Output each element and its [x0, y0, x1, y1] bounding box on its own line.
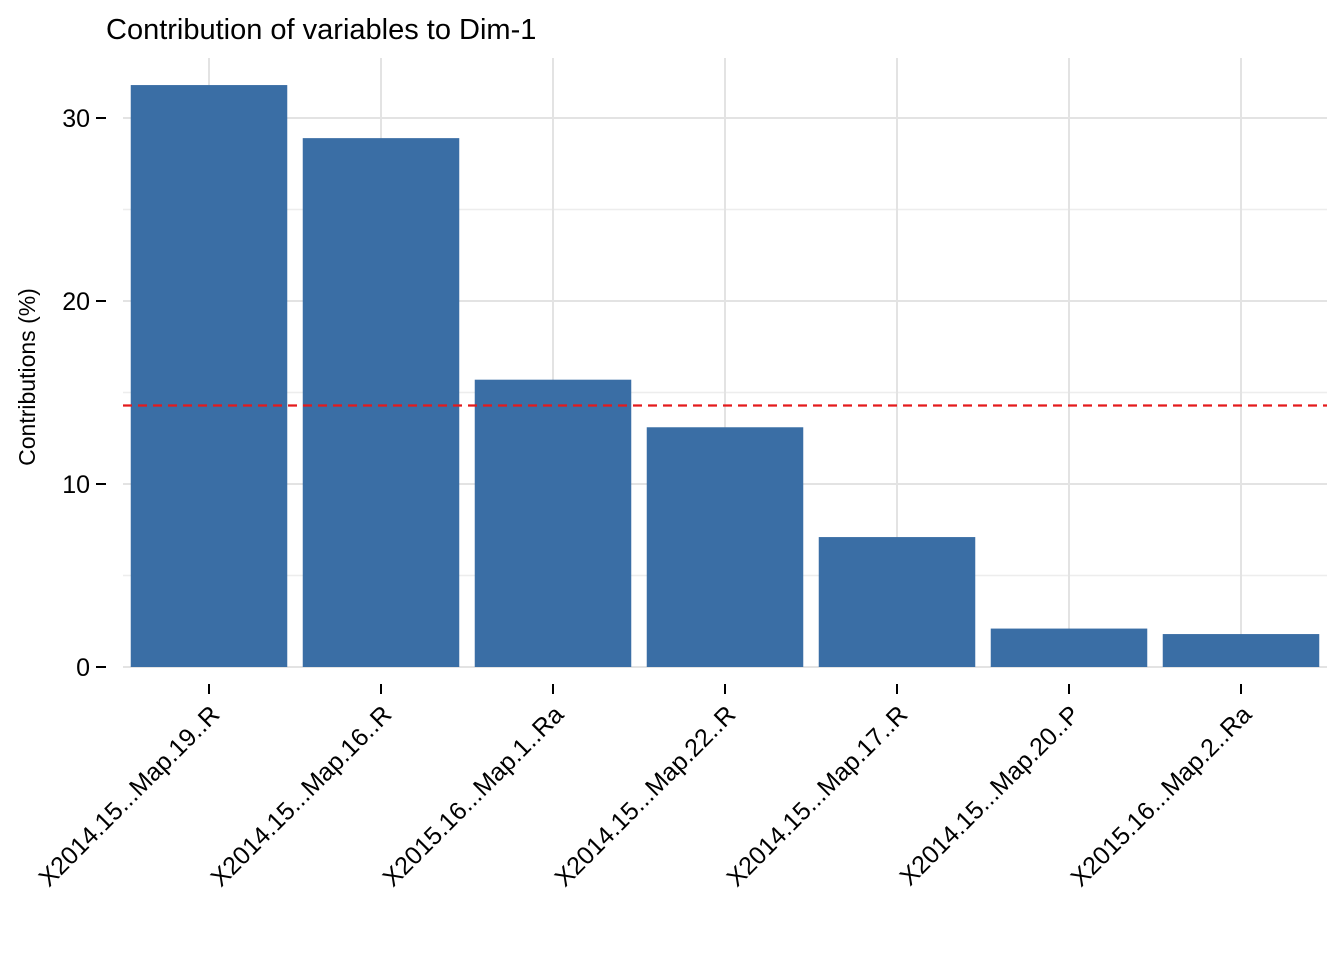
bars-layer	[130, 85, 1320, 667]
x-tick-label: X2014.15...Map.17..R	[721, 700, 913, 892]
x-tick-label: X2015.16...Map.1..Ra	[377, 700, 569, 892]
y-tick-label: 30	[62, 105, 90, 133]
x-tick-label: X2014.15...Map.16..R	[205, 700, 397, 892]
bar	[302, 138, 460, 667]
bar	[130, 85, 288, 667]
y-tick-label: 0	[76, 654, 90, 682]
y-tick-label: 20	[62, 288, 90, 316]
x-tick-label: X2015.16...Map.2..Ra	[1065, 700, 1257, 892]
bar	[1162, 634, 1320, 667]
x-tick-label: X2014.15...Map.20..P	[894, 700, 1085, 891]
bar	[818, 537, 976, 667]
bar	[646, 427, 804, 667]
x-tick-label: X2014.15...Map.22..R	[549, 700, 741, 892]
bar	[474, 379, 632, 667]
chart-title: Contribution of variables to Dim-1	[106, 14, 536, 46]
x-tick-label: X2014.15...Map.19..R	[33, 700, 225, 892]
y-tick-label: 10	[62, 471, 90, 499]
bar	[990, 628, 1148, 667]
y-axis-label: Contributions (%)	[14, 288, 40, 466]
